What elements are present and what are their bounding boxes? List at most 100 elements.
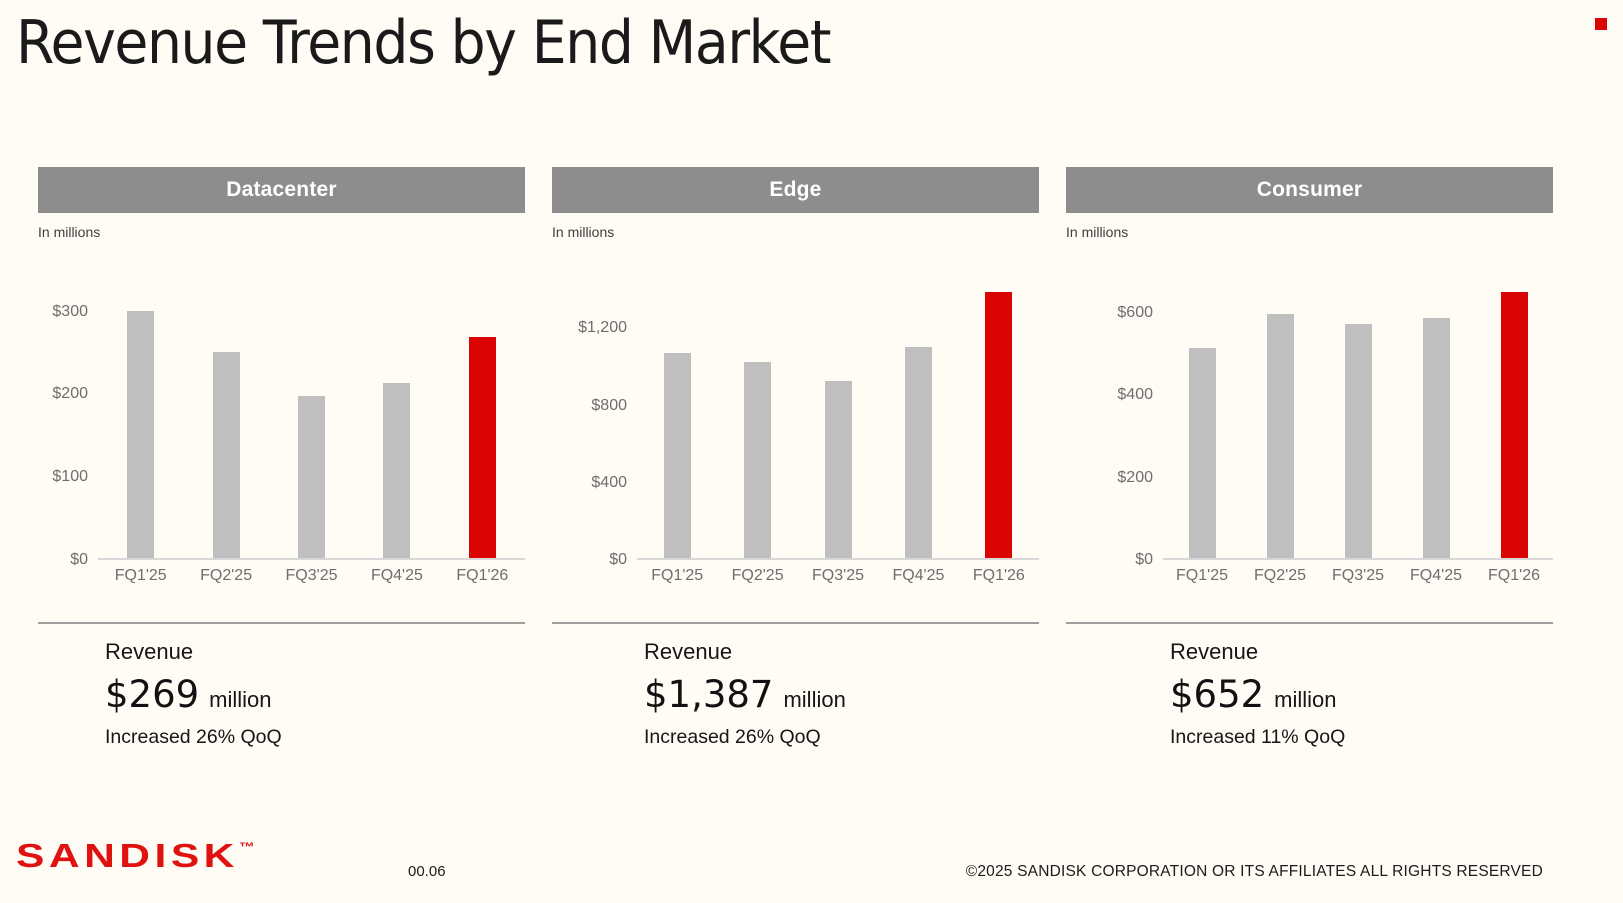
plot-area: FQ1'25 FQ2'25 FQ3'25 FQ4'25 FQ1'26: [1163, 290, 1553, 585]
revenue-value: $652: [1170, 673, 1265, 716]
panel-header-edge: Edge: [552, 167, 1039, 213]
y-axis: $0 $100 $200 $300: [38, 290, 98, 568]
trademark-symbol: ™: [238, 839, 255, 854]
x-axis: FQ1'25 FQ2'25 FQ3'25 FQ4'25 FQ1'26: [637, 560, 1039, 585]
y-axis-tick-label: $0: [609, 551, 627, 568]
divider-line: [1066, 622, 1553, 624]
bar-FQ2'25: [1266, 313, 1294, 558]
bar-slot: [269, 290, 354, 558]
bars-container: [637, 290, 1039, 560]
plot-area: FQ1'25 FQ2'25 FQ3'25 FQ4'25 FQ1'26: [637, 290, 1039, 585]
copyright-notice: ©2025 SANDISK CORPORATION OR ITS AFFILIA…: [965, 863, 1543, 880]
y-axis-tick-label: $0: [1135, 551, 1153, 568]
page-number: 00.06: [408, 863, 446, 880]
x-axis-category-label: FQ1'25: [1176, 567, 1228, 584]
x-axis-category-label: FQ4'25: [1410, 567, 1462, 584]
x-axis-category-label: FQ2'25: [1254, 567, 1306, 584]
y-axis-tick-label: $400: [591, 473, 627, 491]
revenue-value-line: $1,387 million: [644, 673, 1039, 716]
x-axis: FQ1'25 FQ2'25 FQ3'25 FQ4'25 FQ1'26: [1163, 560, 1553, 585]
bar-FQ4'25: [1422, 318, 1450, 558]
bar-slot: [354, 290, 439, 558]
bar-slot: [1397, 290, 1475, 558]
bar-slot: [637, 290, 717, 558]
x-axis-category-label: FQ1'26: [456, 567, 509, 584]
y-axis-tick-label: $400: [1117, 386, 1153, 404]
revenue-label: Revenue: [644, 639, 733, 664]
x-axis: FQ1'25 FQ2'25 FQ3'25 FQ4'25 FQ1'26: [98, 560, 525, 585]
revenue-value-line: $652 million: [1170, 673, 1553, 716]
x-axis-category-label: FQ1'25: [651, 567, 704, 584]
panel-header-consumer: Consumer: [1066, 167, 1553, 213]
bar-slot: [717, 290, 797, 558]
x-axis-category-label: FQ3'25: [1332, 567, 1384, 584]
revenue-value: $269: [105, 673, 200, 716]
y-axis-tick-label: $200: [1117, 468, 1153, 486]
bar-slot: [1319, 290, 1397, 558]
y-axis: $0 $400 $800 $1,200: [552, 290, 637, 568]
bar-slot: [798, 290, 878, 558]
x-axis-category-label: FQ2'25: [731, 567, 784, 584]
bar-slot: [878, 290, 958, 558]
units-note: In millions: [552, 224, 615, 240]
bar-FQ1'25: [663, 352, 691, 558]
bar-slot: [1163, 290, 1241, 558]
panel-header-datacenter: Datacenter: [38, 167, 525, 213]
sandisk-logo: SANDISK™: [16, 838, 255, 876]
y-axis-tick-label: $300: [52, 302, 88, 320]
sandisk-logo-text: SANDISK: [16, 838, 239, 875]
bars-container: [1163, 290, 1553, 560]
y-axis-tick-label: $100: [52, 468, 88, 486]
chart-datacenter: $0 $100 $200 $300 FQ1'25 FQ2'25 FQ3'25 FQ4'25 F…: [38, 290, 525, 585]
revenue-unit: million: [783, 687, 846, 712]
panel-consumer: Consumer In millions $0 $200 $400 $600 FQ1'…: [1066, 167, 1553, 749]
revenue-change-note: Increased 26% QoQ: [105, 726, 282, 748]
bar-slot: [959, 290, 1039, 558]
bar-FQ2'25: [744, 361, 772, 558]
bar-FQ3'25: [824, 380, 852, 558]
bar-FQ1'26: [468, 336, 496, 558]
revenue-change-note: Increased 26% QoQ: [644, 726, 821, 748]
chart-consumer: $0 $200 $400 $600 FQ1'25 FQ2'25 FQ3'25 FQ4'25 F…: [1066, 290, 1553, 585]
revenue-label: Revenue: [105, 639, 194, 664]
revenue-unit: million: [209, 687, 272, 712]
bar-slot: [183, 290, 268, 558]
bar-FQ4'25: [383, 382, 411, 558]
x-axis-category-label: FQ3'25: [812, 567, 864, 584]
units-note: In millions: [1066, 224, 1129, 240]
panel-datacenter: Datacenter In millions $0 $100 $200 $300 FQ…: [38, 167, 525, 749]
panels-row: Datacenter In millions $0 $100 $200 $300 FQ…: [38, 167, 1553, 749]
bar-FQ1'26: [985, 292, 1013, 558]
y-axis-tick-label: $1,200: [578, 319, 627, 337]
divider-line: [552, 622, 1039, 624]
revenue-value-line: $269 million: [105, 673, 525, 716]
revenue-summary: Revenue $652 million Increased 11% QoQ: [1170, 639, 1553, 749]
bar-FQ1'26: [1500, 291, 1528, 558]
x-axis-category-label: FQ4'25: [370, 567, 423, 584]
x-axis-category-label: FQ2'25: [200, 567, 253, 584]
bars-container: [98, 290, 525, 560]
plot-area: FQ1'25 FQ2'25 FQ3'25 FQ4'25 FQ1'26: [98, 290, 525, 585]
revenue-summary: Revenue $1,387 million Increased 26% QoQ: [644, 639, 1039, 749]
revenue-label: Revenue: [1170, 639, 1259, 664]
revenue-unit: million: [1274, 687, 1337, 712]
page-title: Revenue Trends by End Market: [16, 8, 832, 78]
bar-slot: [440, 290, 525, 558]
divider-line: [38, 622, 525, 624]
bar-FQ3'25: [298, 396, 326, 558]
x-axis-category-label: FQ1'26: [972, 567, 1025, 584]
revenue-value: $1,387: [644, 673, 774, 716]
bar-slot: [1241, 290, 1319, 558]
y-axis-tick-label: $0: [70, 551, 88, 568]
chart-edge: $0 $400 $800 $1,200 FQ1'25 FQ2'25 FQ3'25 FQ4'2…: [552, 290, 1039, 585]
revenue-change-note: Increased 11% QoQ: [1170, 726, 1346, 748]
x-axis-category-label: FQ3'25: [285, 567, 338, 584]
y-axis: $0 $200 $400 $600: [1066, 290, 1163, 568]
bar-FQ1'25: [1188, 348, 1216, 558]
x-axis-category-label: FQ1'25: [114, 567, 167, 584]
x-axis-category-label: FQ1'26: [1488, 567, 1540, 584]
y-axis-tick-label: $200: [52, 385, 88, 403]
corner-accent-square: [1595, 18, 1607, 30]
bar-slot: [1475, 290, 1553, 558]
panel-edge: Edge In millions $0 $400 $800 $1,200 FQ1'25…: [552, 167, 1039, 749]
